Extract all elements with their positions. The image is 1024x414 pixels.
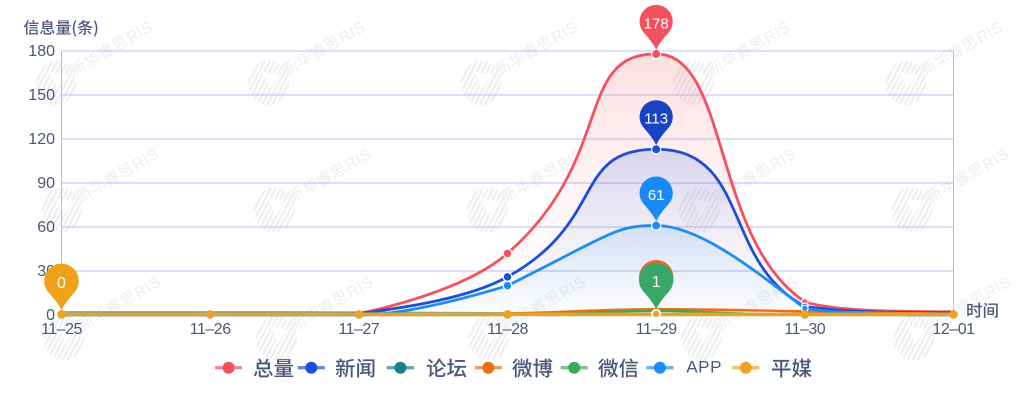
svg-text:11–25: 11–25 [41, 321, 82, 338]
svg-text:150: 150 [28, 87, 55, 104]
svg-text:180: 180 [28, 43, 55, 60]
svg-text:11–26: 11–26 [190, 321, 231, 338]
svg-text:11–27: 11–27 [338, 321, 379, 338]
svg-text:178: 178 [644, 15, 669, 32]
svg-text:61: 61 [648, 187, 665, 204]
svg-text:APP: APP [686, 358, 722, 377]
svg-text:12–01: 12–01 [933, 321, 976, 338]
svg-text:113: 113 [644, 111, 668, 128]
svg-text:0: 0 [57, 275, 66, 292]
svg-text:0: 0 [46, 307, 55, 324]
svg-text:11–30: 11–30 [784, 321, 825, 338]
svg-text:11–28: 11–28 [487, 321, 528, 338]
svg-text:90: 90 [37, 175, 55, 192]
svg-text:120: 120 [28, 131, 55, 148]
svg-text:11–29: 11–29 [636, 321, 677, 338]
svg-text:60: 60 [37, 219, 55, 236]
